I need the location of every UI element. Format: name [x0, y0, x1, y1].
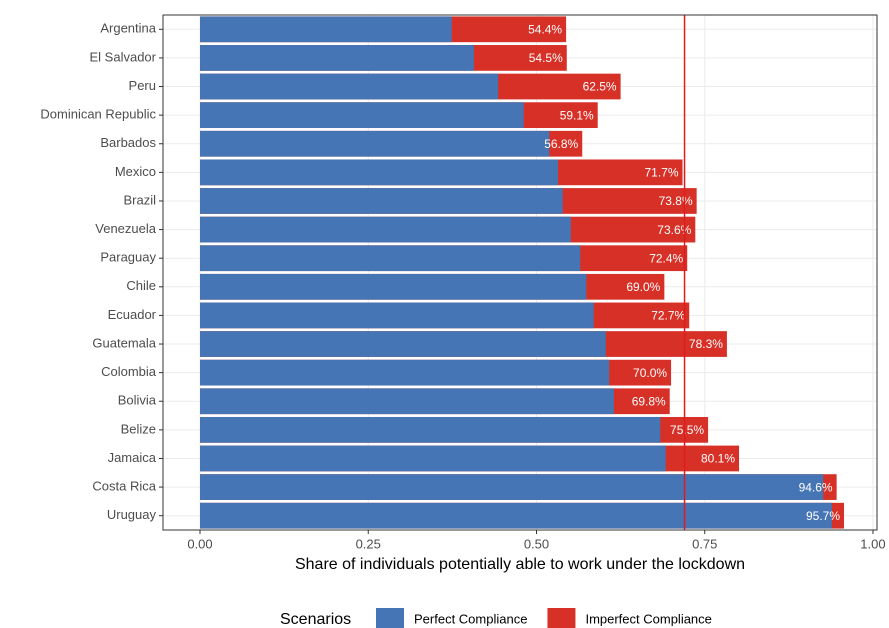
bar — [200, 273, 587, 300]
bar — [200, 331, 606, 357]
data-label: 56.8% — [544, 137, 578, 151]
y-tick-label: Ecuador — [108, 307, 157, 322]
data-label: 69.0% — [626, 280, 660, 294]
y-tick-label: Dominican Republic — [40, 107, 156, 122]
y-tick-label: Belize — [121, 421, 156, 436]
y-tick-label: Argentina — [100, 21, 156, 36]
bar — [200, 130, 550, 157]
x-tick-label: 0.25 — [356, 536, 381, 551]
y-tick-label: Colombia — [101, 364, 157, 379]
bar — [200, 388, 614, 415]
y-tick-label: Bolivia — [118, 393, 157, 408]
data-label: 54.5% — [529, 51, 563, 65]
bar — [200, 302, 594, 329]
data-label: 73.6% — [657, 223, 691, 237]
data-label: 73.8% — [659, 194, 693, 208]
y-tick-label: Uruguay — [107, 507, 157, 522]
data-label: 72.4% — [649, 251, 683, 265]
bar — [200, 45, 474, 71]
data-label: 62.5% — [583, 80, 617, 94]
bar — [200, 159, 559, 186]
data-label: 72.7% — [651, 309, 685, 323]
bar — [200, 416, 661, 443]
legend-swatch — [547, 608, 576, 628]
data-label: 59.1% — [560, 108, 594, 122]
y-tick-label: Barbados — [100, 135, 156, 150]
data-label: 75.5% — [670, 423, 704, 437]
y-tick-label: Peru — [129, 78, 156, 93]
x-tick-label: 0.50 — [524, 536, 549, 551]
y-tick-label: Mexico — [115, 164, 156, 179]
data-label: 94.6% — [799, 480, 833, 494]
data-label: 71.7% — [644, 166, 678, 180]
y-tick-label: Jamaica — [108, 450, 157, 465]
bar — [200, 359, 610, 386]
bar — [200, 102, 524, 129]
bar — [200, 445, 666, 472]
plot-panel — [163, 15, 877, 530]
bar — [200, 188, 563, 214]
y-tick-label: Guatemala — [92, 335, 156, 350]
x-tick-label: 0.00 — [187, 536, 212, 551]
legend-swatch — [376, 608, 404, 628]
y-tick-label: Brazil — [123, 192, 156, 207]
bar — [200, 474, 824, 500]
data-label: 78.3% — [689, 337, 723, 351]
data-label: 69.8% — [632, 394, 666, 408]
y-tick-label: Paraguay — [100, 250, 156, 265]
y-tick-label: Chile — [126, 278, 156, 293]
plot-border — [162, 14, 878, 531]
legend-label: Imperfect Compliance — [585, 611, 711, 626]
x-tick-label: 0.75 — [692, 536, 717, 551]
bar — [200, 502, 832, 529]
bar — [200, 216, 571, 243]
legend-title: Scenarios — [280, 611, 351, 628]
bar — [200, 245, 581, 272]
data-label: 80.1% — [701, 452, 735, 466]
y-tick-label: Venezuela — [95, 221, 156, 236]
data-label: 54.4% — [528, 22, 562, 36]
x-axis-title: Share of individuals potentially able to… — [295, 556, 745, 573]
y-tick-label: Costa Rica — [92, 479, 156, 494]
data-label: 70.0% — [633, 366, 667, 380]
y-tick-label: El Salvador — [90, 49, 157, 64]
x-tick-label: 1.00 — [860, 536, 885, 551]
bar — [200, 73, 499, 100]
data-label: 95.7% — [806, 509, 840, 523]
bar — [200, 16, 452, 43]
legend-label: Perfect Compliance — [414, 611, 527, 626]
